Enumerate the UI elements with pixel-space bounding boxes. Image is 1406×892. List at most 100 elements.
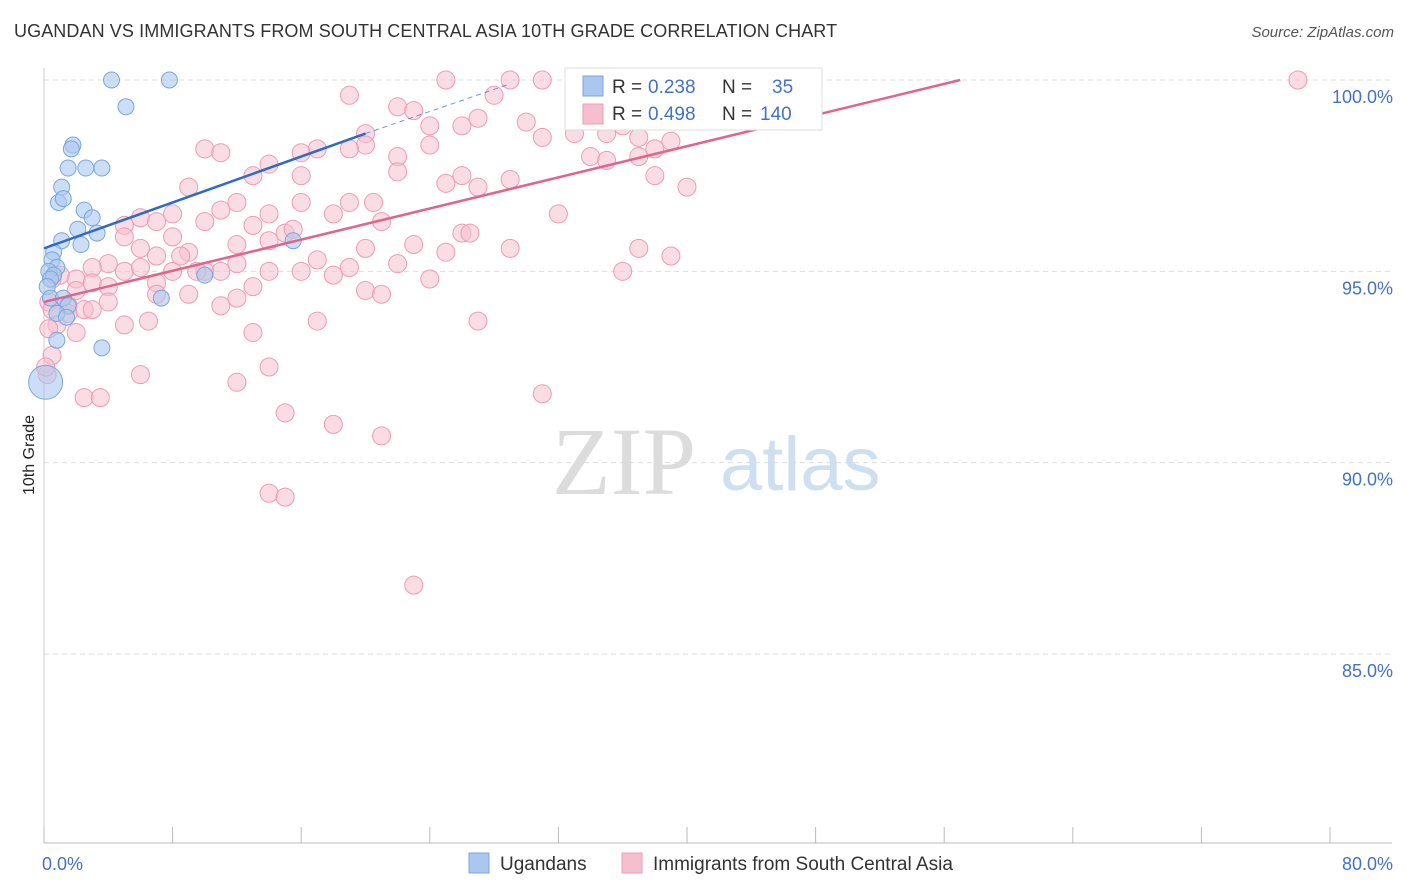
legend-r-label-1: R = [612, 77, 642, 98]
pink-point-105 [227, 288, 247, 308]
watermark-atlas: atlas [720, 422, 881, 507]
pink-point-1 [500, 70, 520, 90]
pink-point-24 [420, 135, 440, 155]
pink-point-73 [211, 261, 231, 281]
legend-r-value-2: 0.498 [648, 104, 696, 125]
blue-point-31 [58, 308, 76, 326]
pink-point-120 [130, 365, 150, 385]
pink-point-114 [66, 323, 86, 343]
blue-point-6 [77, 159, 95, 177]
blue-point-2 [117, 98, 135, 116]
correlation-legend: R = 0.238 N = 35 R = 0.498 N = 140 [564, 67, 823, 131]
y-tick-label-1: 90.0% [1342, 470, 1393, 490]
pink-point-79 [130, 258, 150, 278]
pink-point-67 [629, 238, 649, 258]
y-axis-label: 10th Grade [21, 415, 38, 495]
blue-point-33 [93, 339, 111, 357]
pink-point-13 [404, 101, 424, 121]
gridlines [44, 79, 1392, 655]
pink-point-44 [339, 192, 359, 212]
pink-point-96 [243, 277, 263, 297]
legend-r-label-2: R = [612, 104, 642, 125]
blue-point-5 [59, 159, 77, 177]
legend-n-label-1: N = [722, 77, 752, 98]
legend-label-ugandans: Ugandans [500, 854, 587, 875]
pink-point-122 [532, 384, 552, 404]
pink-point-111 [307, 311, 327, 331]
y-tick-label-2: 95.0% [1342, 278, 1393, 298]
pink-point-38 [677, 177, 697, 197]
blue-point-1 [160, 71, 178, 89]
pink-point-71 [147, 246, 167, 266]
pink-point-28 [195, 139, 215, 159]
pink-point-60 [114, 227, 134, 247]
pink-point-98 [372, 284, 392, 304]
pink-point-121 [227, 372, 247, 392]
pink-point-123 [74, 388, 94, 408]
pink-point-125 [275, 403, 295, 423]
pink-point-108 [82, 300, 102, 320]
pink-point-124 [90, 388, 110, 408]
pink-point-11 [420, 116, 440, 136]
pink-point-42 [436, 173, 456, 193]
pink-point-14 [516, 112, 536, 132]
legend-r-value-1: 0.238 [648, 77, 696, 98]
pink-point-116 [243, 323, 263, 343]
pink-point-74 [307, 250, 327, 270]
y-tick-label-3: 100.0% [1332, 87, 1393, 107]
pink-point-45 [291, 192, 311, 212]
pink-point-49 [163, 204, 183, 224]
blue-point-34 [28, 364, 64, 400]
pink-point-137 [548, 204, 568, 224]
legend-n-value-1: 35 [772, 77, 793, 98]
pink-point-37 [500, 169, 520, 189]
blue-point-16 [72, 236, 90, 254]
legend-n-label-2: N = [722, 104, 752, 125]
pink-point-97 [356, 280, 375, 300]
pink-point-29 [211, 143, 231, 163]
legend-swatch-blue [582, 75, 604, 97]
pink-point-69 [130, 238, 150, 258]
pink-point-36 [645, 166, 665, 186]
pink-point-95 [179, 284, 199, 304]
pink-point-78 [114, 261, 134, 281]
pink-point-23 [356, 135, 375, 155]
legend-swatch-immigrants [621, 852, 643, 874]
pink-point-87 [613, 261, 633, 281]
trend-blue [43, 132, 366, 250]
pink-point-85 [323, 265, 343, 285]
pink-point-51 [243, 215, 263, 235]
pink-point-132 [171, 246, 191, 266]
x-tick-label-0: 0.0% [42, 854, 83, 874]
pink-point-8 [339, 85, 359, 105]
pink-point-127 [372, 426, 392, 446]
pink-point-102 [98, 292, 118, 312]
pink-point-117 [259, 357, 279, 377]
pink-point-104 [211, 296, 231, 316]
pink-point-112 [468, 311, 488, 331]
x-tick-label-1: 80.0% [1342, 854, 1393, 874]
pink-point-84 [291, 261, 311, 281]
series-legend: Ugandans Immigrants from South Central A… [468, 852, 953, 875]
blue-point-28 [196, 266, 214, 284]
pink-point-86 [420, 269, 440, 289]
pink-point-128 [259, 483, 279, 503]
chart-title: UGANDAN VS IMMIGRANTS FROM SOUTH CENTRAL… [14, 21, 838, 41]
pink-point-63 [356, 238, 375, 258]
blue-point-0 [103, 71, 121, 89]
pink-point-110 [138, 311, 158, 331]
y-tick-label-0: 85.0% [1342, 661, 1393, 681]
pink-point-46 [259, 204, 279, 224]
pink-point-70 [98, 254, 118, 274]
pink-point-31 [581, 147, 601, 167]
pink-point-7 [1288, 70, 1308, 90]
blue-point-32 [48, 331, 66, 349]
pink-point-39 [291, 166, 311, 186]
pink-point-12 [468, 108, 488, 128]
pink-point-53 [323, 204, 343, 224]
pink-point-47 [227, 192, 247, 212]
legend-box [564, 67, 823, 131]
pink-point-75 [339, 258, 359, 278]
pink-point-130 [404, 575, 424, 595]
blue-point-4 [62, 140, 80, 158]
